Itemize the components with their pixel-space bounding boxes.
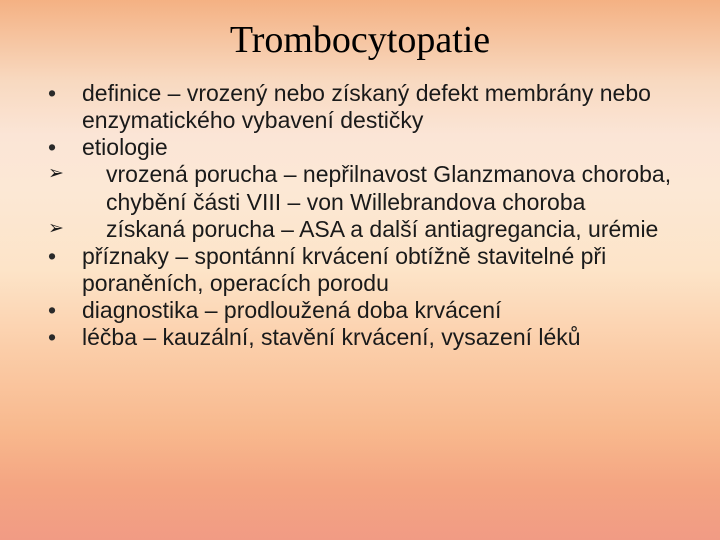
bullet-icon: •	[48, 243, 82, 270]
list-item: • etiologie	[48, 134, 672, 161]
slide: Trombocytopatie • definice – vrozený neb…	[0, 0, 720, 540]
bullet-icon: •	[48, 324, 82, 351]
list-item: • definice – vrozený nebo získaný defekt…	[48, 80, 672, 134]
list-item-text: etiologie	[82, 134, 672, 161]
list-item: • diagnostika – prodloužená doba krvácen…	[48, 297, 672, 324]
bullet-icon: •	[48, 80, 82, 107]
list-item-text: léčba – kauzální, stavění krvácení, vysa…	[82, 324, 672, 351]
list-item-text: definice – vrozený nebo získaný defekt m…	[82, 80, 672, 134]
list-item: • příznaky – spontánní krvácení obtížně …	[48, 243, 672, 297]
slide-title: Trombocytopatie	[48, 18, 672, 62]
list-item-text: vrozená porucha – nepřilnavost Glanzmano…	[72, 161, 672, 215]
list-item: • léčba – kauzální, stavění krvácení, vy…	[48, 324, 672, 351]
list-item-text: získaná porucha – ASA a další antiagrega…	[72, 216, 672, 243]
list-item-text: diagnostika – prodloužená doba krvácení	[82, 297, 672, 324]
slide-content: • definice – vrozený nebo získaný defekt…	[48, 80, 672, 351]
list-item-text: příznaky – spontánní krvácení obtížně st…	[82, 243, 672, 297]
arrow-icon: ➢	[48, 216, 72, 240]
arrow-icon: ➢	[48, 161, 72, 185]
list-item: ➢ vrozená porucha – nepřilnavost Glanzma…	[48, 161, 672, 215]
bullet-icon: •	[48, 134, 82, 161]
list-item: ➢ získaná porucha – ASA a další antiagre…	[48, 216, 672, 243]
bullet-icon: •	[48, 297, 82, 324]
